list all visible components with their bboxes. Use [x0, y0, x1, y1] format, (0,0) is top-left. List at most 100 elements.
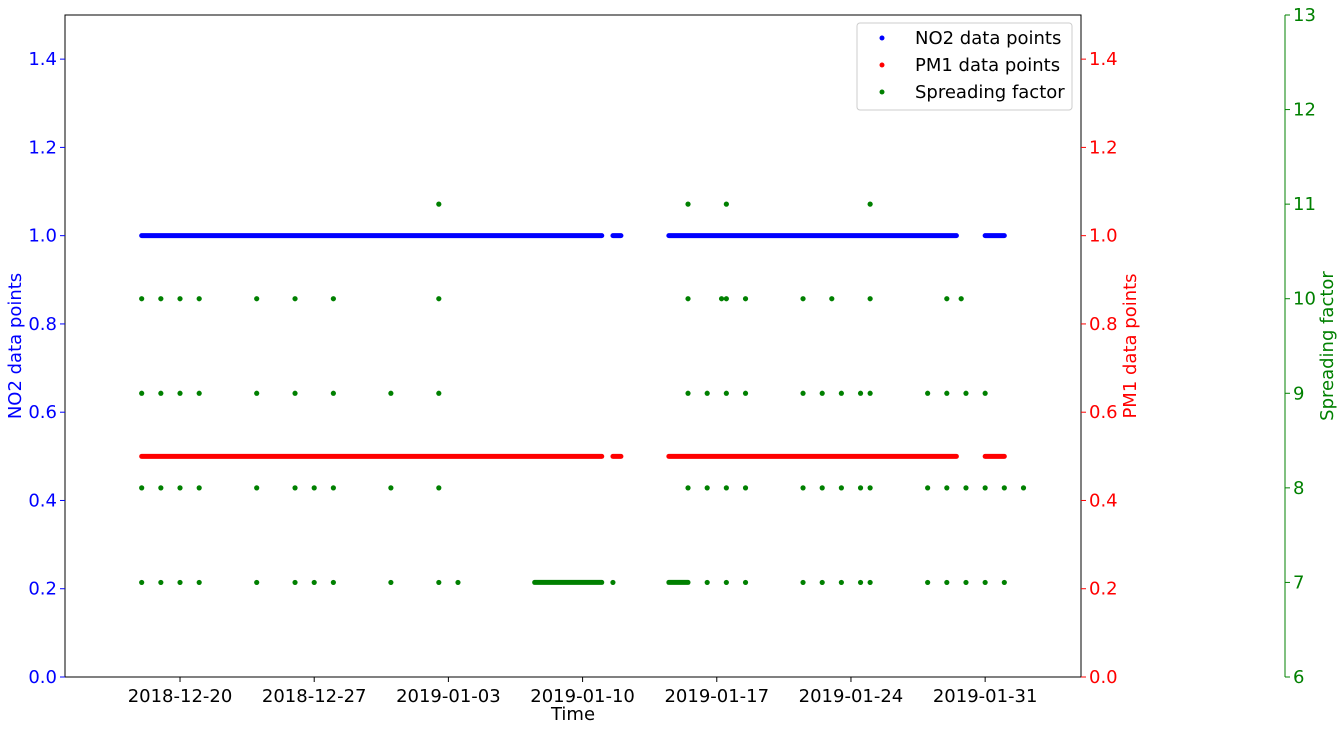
spreading-factor-point	[723, 296, 729, 302]
spreading-factor-point	[685, 390, 691, 396]
spreading-factor-axis-tick-label: 12	[1293, 100, 1316, 121]
spreading-factor-point	[1020, 485, 1027, 491]
spreading-factor-point	[819, 390, 825, 396]
spreading-factor-point	[158, 390, 164, 396]
spreading-factor-point	[857, 485, 864, 491]
plot-frame	[64, 14, 1082, 678]
no2-axis-tick-label: 1.2	[28, 137, 57, 158]
spreading-factor-point	[177, 579, 183, 586]
spreading-factor-point	[944, 485, 950, 491]
x-tick-label: 2019-01-03	[396, 686, 501, 707]
spreading-factor-point	[704, 485, 710, 491]
spreading-factor-point	[311, 485, 317, 491]
pm1-axis-tick-label: 0.6	[1089, 402, 1118, 423]
spreading-factor-point	[330, 485, 336, 491]
legend-label-pm1: PM1 data points	[915, 55, 1060, 76]
x-tick-label: 2019-01-31	[933, 686, 1038, 707]
spreading-factor-axis-tick-label: 7	[1293, 572, 1304, 593]
spreading-factor-point	[867, 201, 873, 207]
spreading-factor-point	[177, 390, 183, 396]
pm1-axis-tick-label: 0.2	[1089, 579, 1118, 600]
x-tick-label: 2018-12-27	[262, 686, 367, 707]
spreading-factor-point	[311, 579, 317, 586]
pm1-axis-tick-label: 1.2	[1089, 137, 1118, 158]
no2-axis-tick-label: 0.2	[28, 579, 57, 600]
spreading-factor-point	[139, 390, 145, 396]
pm1-axis-tick-label: 0.8	[1089, 314, 1118, 335]
spreading-factor-axis-tick-label: 13	[1293, 5, 1316, 26]
pm1-axis-tick-label: 1.0	[1089, 226, 1118, 247]
x-tick-label: 2019-01-17	[664, 686, 769, 707]
spreading-factor-point	[388, 390, 394, 396]
spreading-factor-point	[838, 579, 844, 586]
spreading-factor-point	[177, 485, 183, 491]
spreading-factor-axis-ticks: 6 7 8 9 10 11 12 13	[1285, 5, 1316, 688]
pm1-axis-tick-label: 1.4	[1089, 49, 1118, 70]
spreading-factor-point	[436, 485, 442, 491]
spreading-factor-point	[800, 485, 806, 491]
no2-axis-ticks: 0.0 0.2 0.4 0.6 0.8 1.0 1.2 1.4	[28, 49, 65, 688]
spreading-factor-point	[158, 485, 164, 491]
x-axis-label: Time	[550, 704, 595, 725]
spreading-factor-point	[436, 296, 442, 302]
spreading-factor-point	[867, 296, 873, 302]
data-marks	[139, 201, 1027, 586]
spreading-factor-point	[857, 579, 864, 586]
spreading-factor-point	[292, 579, 298, 586]
spreading-factor-axis-tick-label: 6	[1293, 667, 1304, 688]
spreading-factor-point	[857, 390, 864, 396]
spreading-factor-point	[254, 485, 260, 491]
no2-axis-tick-label: 0.6	[28, 402, 57, 423]
spreading-factor-point	[330, 296, 336, 302]
spreading-factor-point	[436, 579, 442, 586]
spreading-factor-point	[829, 296, 835, 302]
spreading-factor-point	[330, 390, 336, 396]
spreading-factor-point	[177, 296, 183, 302]
spreading-factor-point	[723, 485, 729, 491]
legend-label-no2: NO2 data points	[915, 28, 1061, 49]
spreading-factor-point	[158, 579, 164, 586]
spreading-factor-axis-tick-label: 11	[1293, 194, 1316, 215]
spreading-factor-point	[838, 485, 844, 491]
spreading-factor-point	[819, 579, 825, 586]
spreading-factor-point	[685, 485, 691, 491]
spreading-factor-point	[723, 390, 729, 396]
spreading-factor-point	[292, 296, 298, 302]
spreading-factor-point	[819, 485, 825, 491]
spreading-factor-point	[838, 390, 844, 396]
spreading-factor-point	[742, 390, 749, 396]
spreading-factor-point	[925, 485, 931, 491]
spreading-factor-point	[925, 579, 931, 586]
spreading-factor-point	[196, 485, 202, 491]
spreading-factor-point	[723, 579, 729, 586]
spreading-factor-point	[436, 201, 442, 207]
spreading-factor-point	[982, 579, 988, 586]
no2-axis-tick-label: 1.0	[28, 226, 57, 247]
spreading-factor-point	[867, 390, 873, 396]
spreading-factor-point	[963, 579, 969, 586]
spreading-factor-point	[718, 296, 725, 302]
spreading-factor-point	[1001, 579, 1007, 586]
spreading-factor-point	[982, 390, 988, 396]
x-tick-label: 2019-01-10	[530, 686, 635, 707]
spreading-factor-axis-label: Spreading factor	[1317, 271, 1338, 421]
spreading-factor-point	[685, 201, 691, 207]
spreading-factor-point	[196, 296, 202, 302]
legend-label-spreading-factor: Spreading factor	[915, 82, 1065, 103]
spreading-factor-point	[610, 579, 616, 586]
spreading-factor-point	[944, 579, 950, 586]
spreading-factor-point	[388, 485, 394, 491]
spreading-factor-point	[944, 390, 950, 396]
spreading-factor-point	[436, 390, 442, 396]
spreading-factor-point	[867, 485, 873, 491]
spreading-factor-point	[723, 201, 729, 207]
spreading-factor-point	[867, 579, 873, 586]
no2-axis-tick-label: 0.0	[28, 667, 57, 688]
spreading-factor-point	[963, 390, 969, 396]
spreading-factor-point	[254, 579, 260, 586]
no2-axis-label: NO2 data points	[5, 273, 26, 419]
spreading-factor-point	[254, 296, 260, 302]
spreading-factor-point	[800, 579, 806, 586]
legend-box	[856, 22, 1073, 111]
